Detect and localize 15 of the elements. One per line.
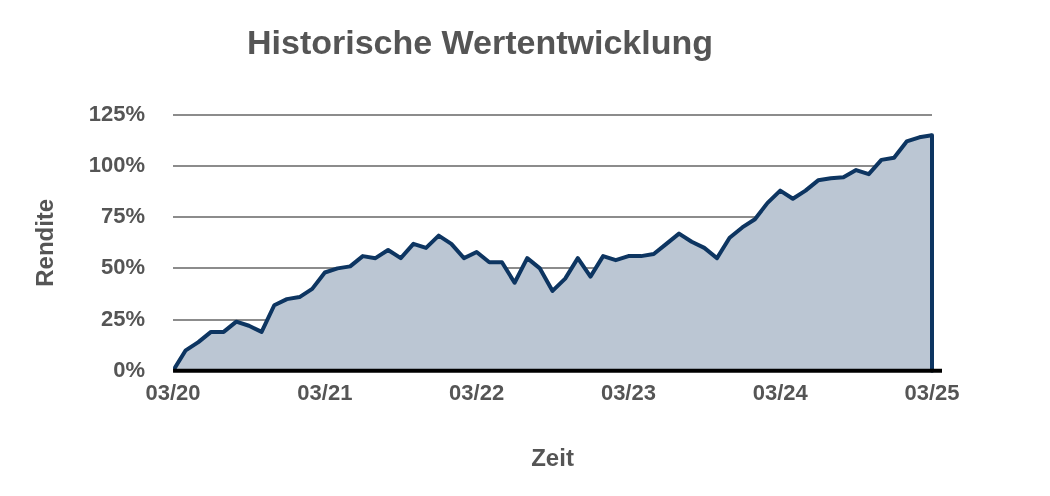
x-tick-label: 03/24 [752,380,809,406]
y-tick-label: 75% [101,203,146,229]
y-axis-title: Rendite [31,198,59,287]
x-axis-title: Zeit [531,444,574,472]
y-tick-label: 100% [88,152,146,178]
x-tick-label: 03/20 [145,380,201,406]
x-tick-label: 03/22 [449,380,505,406]
y-tick-label: 0% [113,356,146,382]
x-tick-label: 03/23 [600,380,656,406]
y-tick-label: 25% [101,305,146,331]
x-tick-label: 03/21 [297,380,353,406]
chart-title: Historische Wertentwicklung [246,22,714,61]
y-tick-label: 50% [101,254,146,280]
x-tick-label: 03/25 [904,380,960,406]
y-tick-label: 125% [88,100,146,126]
